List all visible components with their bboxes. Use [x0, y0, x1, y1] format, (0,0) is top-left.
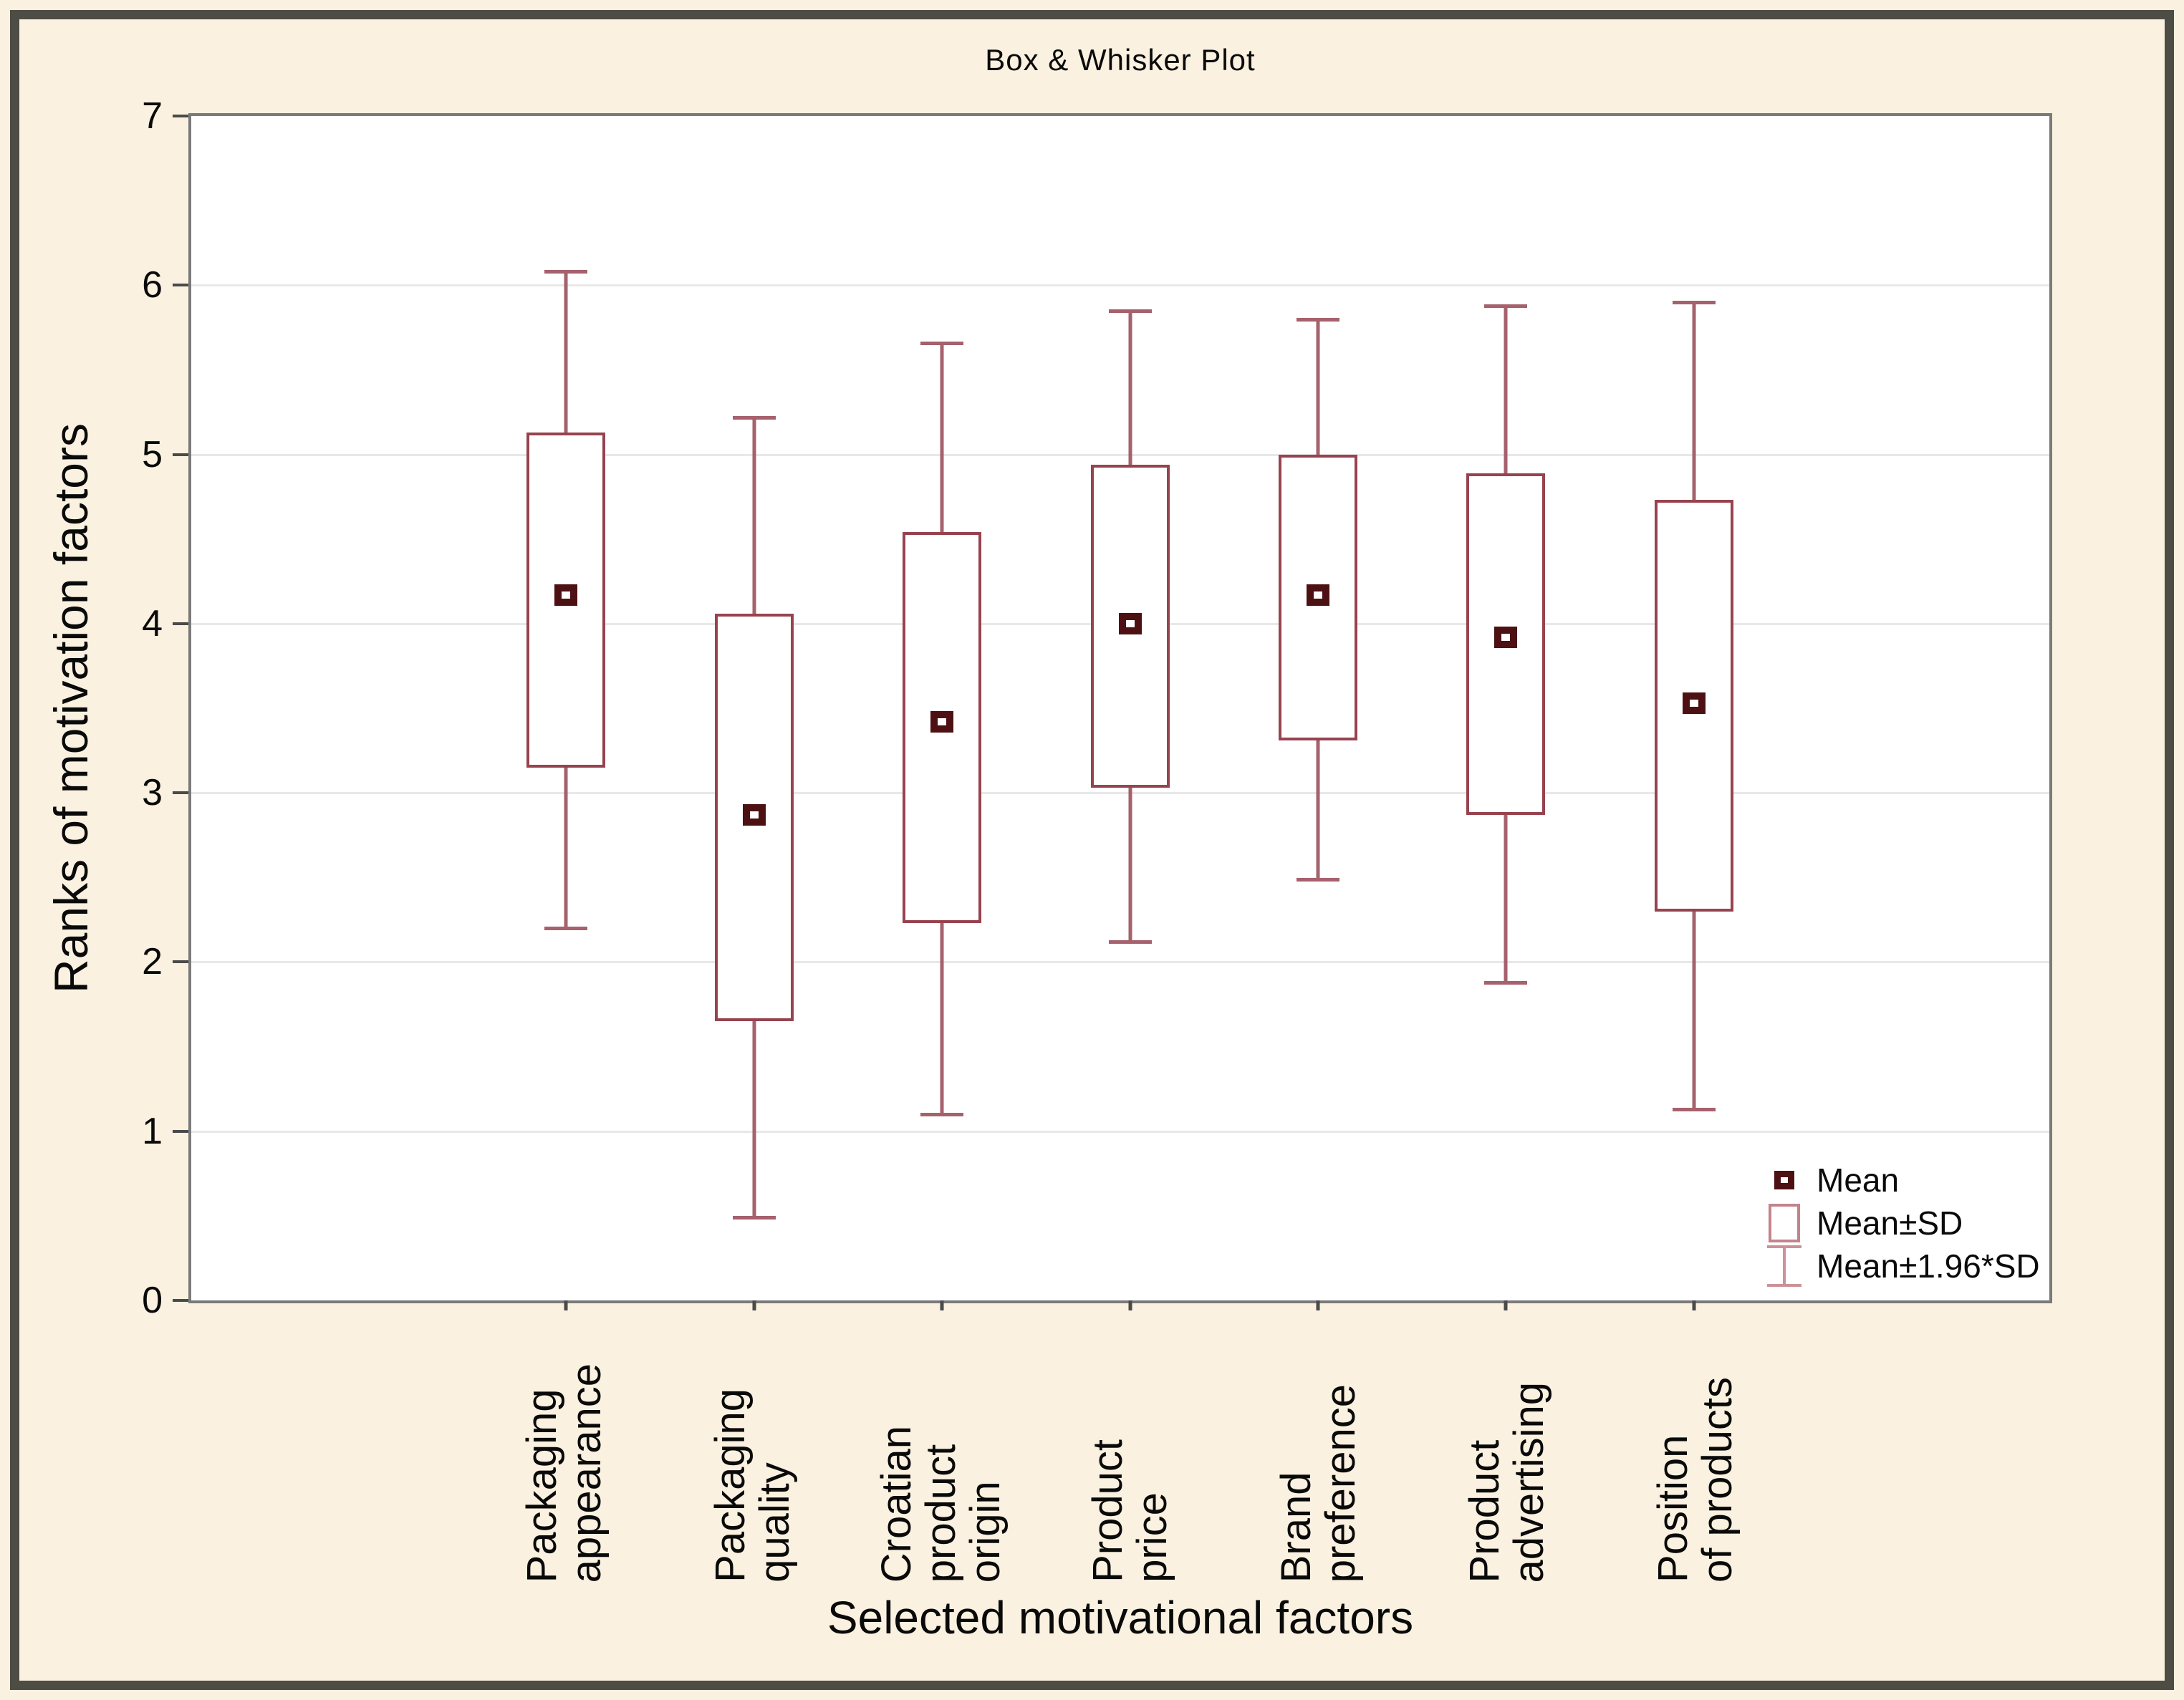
x-tick [940, 1300, 944, 1310]
x-category-cell: Packaging appearance [478, 1325, 650, 1583]
legend-whisker-icon [1767, 1245, 1801, 1287]
y-tick-1 [173, 1129, 188, 1133]
y-tick-label-4: 4 [142, 602, 163, 644]
whisker-cap-top [1297, 317, 1339, 322]
y-tick-label-0: 0 [142, 1280, 163, 1321]
mean-marker [554, 584, 578, 606]
whisker-cap-top [920, 341, 964, 345]
x-category-cell: Position of products [1610, 1325, 1781, 1583]
whisker-cap-bottom [1672, 1107, 1716, 1111]
legend-item: Mean±1.96*SD [1756, 1245, 2040, 1288]
y-tick-7 [173, 115, 188, 117]
y-tick-6 [173, 284, 188, 287]
legend-item: Mean [1756, 1159, 2040, 1202]
grid-line-y-3 [191, 792, 2049, 795]
y-axis-title-text: Ranks of motivation factors [44, 423, 97, 993]
mean-marker [742, 803, 766, 826]
page-frame [10, 10, 2174, 1690]
whisker-cap-bottom [920, 1113, 964, 1117]
whisker-cap-bottom [1108, 940, 1152, 945]
legend-icon-cell [1756, 1245, 1812, 1287]
legend: Mean Mean±SD Mean±1.96*SD [1756, 1159, 2040, 1288]
mean-marker [1118, 612, 1142, 634]
whisker-cap-top [732, 415, 776, 420]
x-category-label: Product advertising [1461, 1381, 1553, 1583]
whisker-cap-bottom [544, 927, 588, 931]
legend-whisker-cap-bottom [1767, 1284, 1801, 1287]
y-tick-label-5: 5 [142, 433, 163, 475]
y-tick-label-7: 7 [142, 95, 163, 137]
x-category-cell: Croatian product origin [855, 1325, 1027, 1583]
whisker-cap-top [1108, 309, 1152, 313]
x-category-label: Position of products [1650, 1377, 1741, 1583]
x-axis-title: Selected motivational factors [827, 1592, 1414, 1643]
plot-area: 0 1 2 3 4 5 6 7 [142, 95, 2052, 1321]
mean-marker [1307, 584, 1329, 606]
grid-line-y-5 [191, 453, 2049, 456]
x-category-label: Croatian product origin [873, 1425, 1009, 1583]
x-tick [1128, 1300, 1132, 1310]
x-category-label: Packaging quality [707, 1389, 799, 1583]
legend-label: Mean [1817, 1161, 1900, 1199]
x-category-cell: Product advertising [1421, 1325, 1593, 1583]
y-tick-label-6: 6 [142, 264, 163, 306]
x-tick [1316, 1300, 1320, 1310]
whisker-cap-top [544, 270, 588, 274]
chart-title: Box & Whisker Plot [985, 43, 1256, 77]
legend-whisker-stem [1783, 1245, 1786, 1287]
whisker-cap-bottom [732, 1216, 776, 1220]
legend-icon-cell [1756, 1204, 1812, 1242]
legend-box-icon [1769, 1204, 1800, 1242]
y-tick-3 [173, 791, 188, 795]
x-category-cell: Product price [1044, 1325, 1216, 1583]
mean-marker [930, 710, 954, 733]
x-category-label: Product price [1084, 1439, 1175, 1583]
x-category-label: Packaging appearance [519, 1363, 610, 1583]
whisker-cap-top [1484, 304, 1528, 308]
x-axis-category-labels: Packaging appearance Packaging quality Cro… [188, 1325, 2052, 1583]
x-tick [752, 1300, 756, 1310]
y-tick-0 [173, 1299, 188, 1302]
legend-item: Mean±SD [1756, 1202, 2040, 1245]
legend-icon-cell [1756, 1171, 1812, 1189]
y-tick-4 [173, 622, 188, 625]
legend-label: Mean±1.96*SD [1817, 1247, 2040, 1285]
x-category-label: Brand preference [1272, 1383, 1364, 1583]
mean-marker [1682, 692, 1706, 714]
x-tick [1504, 1300, 1508, 1310]
x-category-cell: Brand preference [1233, 1325, 1405, 1583]
grid-line-y-6 [191, 284, 2049, 287]
legend-mean-icon [1774, 1171, 1794, 1189]
grid-line-y-2 [191, 961, 2049, 964]
legend-label: Mean±SD [1817, 1204, 1963, 1242]
y-tick-label-1: 1 [142, 1110, 163, 1152]
x-tick [564, 1300, 568, 1310]
y-tick-label-2: 2 [142, 941, 163, 983]
whisker-cap-bottom [1297, 877, 1339, 882]
grid-line-y-1 [191, 1130, 2049, 1133]
x-category-cell: Packaging quality [667, 1325, 839, 1583]
y-tick-label-3: 3 [142, 772, 163, 814]
y-tick-5 [173, 453, 188, 456]
x-tick [1692, 1300, 1696, 1310]
whisker-cap-top [1672, 300, 1716, 304]
legend-whisker-cap-top [1767, 1245, 1801, 1248]
mean-marker [1494, 626, 1518, 648]
y-tick-2 [173, 960, 188, 964]
whisker-cap-bottom [1484, 980, 1528, 985]
